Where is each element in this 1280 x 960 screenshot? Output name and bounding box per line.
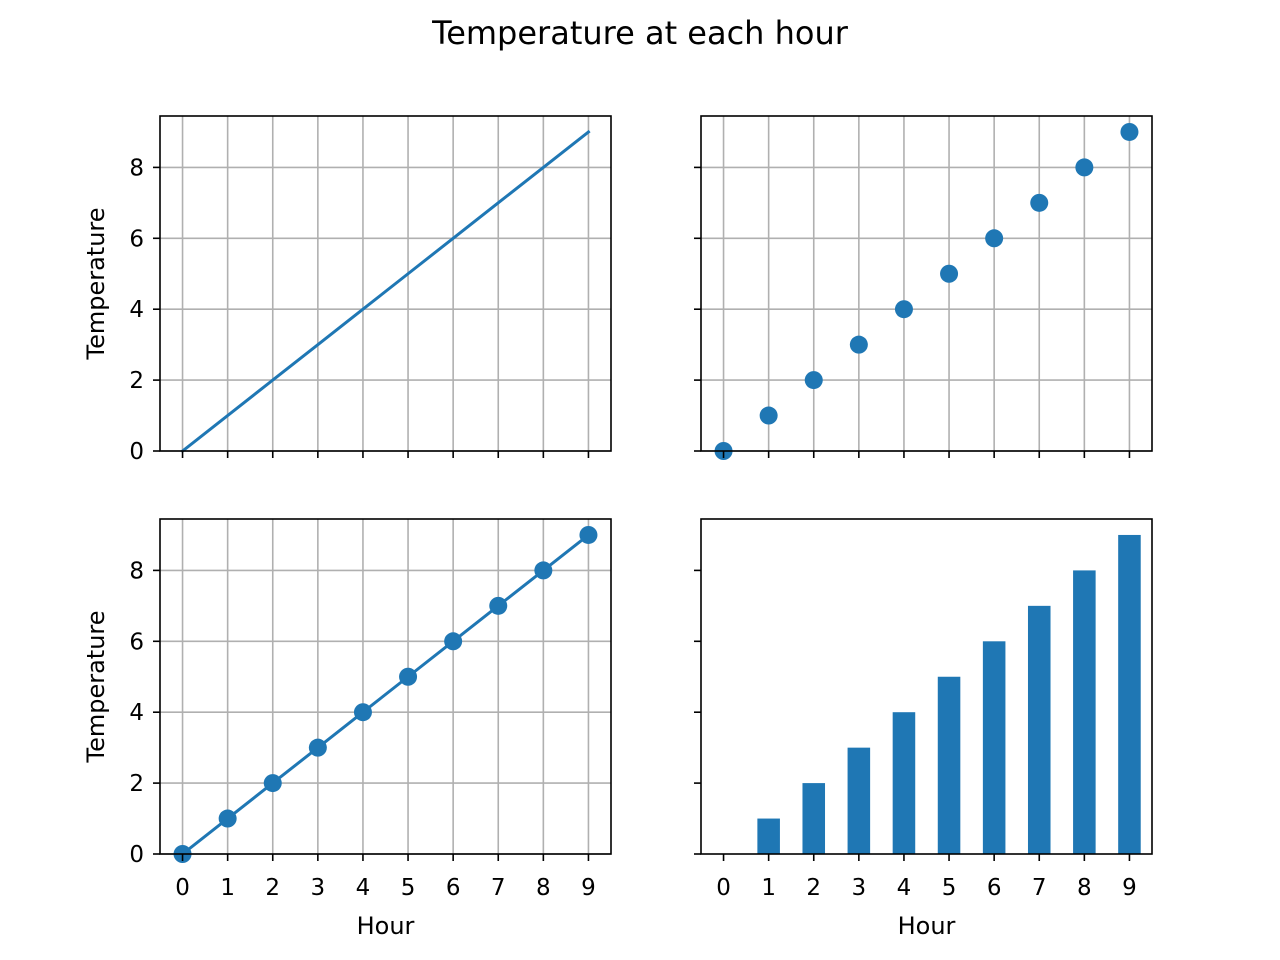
bar-hour-8 [1073, 570, 1096, 854]
x-tick-label: 8 [1077, 875, 1092, 901]
y-tick-label: 8 [129, 558, 144, 584]
point-hour-5 [399, 667, 418, 686]
point-hour-3 [308, 738, 327, 757]
x-tick-label: 9 [581, 875, 596, 901]
bar-hour-9 [1118, 534, 1141, 854]
point-hour-1 [218, 809, 237, 828]
y-tick-label: 2 [129, 771, 144, 797]
point-hour-9 [579, 525, 598, 544]
grid-lines [701, 116, 1152, 452]
x-tick-label: 6 [446, 875, 461, 901]
point-hour-7 [489, 596, 508, 615]
point-hour-3 [849, 335, 868, 354]
bar-hour-7 [1027, 605, 1051, 854]
y-tick-label: 6 [129, 226, 144, 252]
point-hour-4 [353, 703, 372, 722]
x-tick-label: 2 [806, 875, 821, 901]
y-tick-label: 0 [129, 842, 144, 868]
bar-hour-5 [937, 676, 961, 854]
bar-hour-6 [982, 641, 1006, 854]
y-tick-label: 2 [129, 368, 144, 394]
bar-hour-3 [847, 747, 871, 854]
point-hour-7 [1030, 193, 1049, 212]
y-axis [694, 569, 701, 855]
axes-frame [700, 115, 1153, 452]
y-axis-label: Temperature [82, 207, 110, 360]
x-axis: 0 1 2 3 4 5 6 7 8 9 [716, 854, 1137, 901]
subplot-top-left: 0 2 4 6 8 Temperature [82, 115, 612, 465]
x-tick-label: 2 [265, 875, 280, 901]
y-axis: 0 2 4 6 8 [129, 558, 160, 868]
x-tick-label: 7 [1032, 875, 1047, 901]
y-tick-label: 6 [129, 629, 144, 655]
point-hour-2 [263, 774, 282, 793]
axes-frame [700, 518, 1153, 855]
y-axis [694, 166, 701, 452]
bar-hour-1 [757, 818, 780, 854]
x-axis-label: Hour [357, 912, 415, 940]
y-tick-label: 4 [129, 700, 144, 726]
y-axis-label: Temperature [82, 610, 110, 763]
y-axis: 0 2 4 6 8 [129, 155, 160, 465]
point-hour-6 [985, 229, 1004, 248]
data-marks [757, 534, 1141, 854]
x-axis [181, 451, 590, 458]
figure-suptitle: Temperature at each hour [431, 14, 849, 52]
x-axis [722, 451, 1131, 458]
point-hour-5 [940, 264, 959, 283]
y-tick-label: 4 [129, 297, 144, 323]
point-hour-8 [1075, 158, 1094, 177]
point-hour-9 [1120, 122, 1139, 141]
y-tick-label: 8 [129, 155, 144, 181]
point-hour-1 [759, 406, 778, 425]
x-tick-label: 6 [987, 875, 1002, 901]
x-tick-label: 9 [1122, 875, 1137, 901]
axes-frame [159, 115, 612, 452]
x-tick-label: 4 [356, 875, 371, 901]
series-line [180, 129, 591, 454]
axes-frame [159, 518, 612, 855]
x-tick-label: 5 [401, 875, 416, 901]
subplot-bottom-right: 0 1 2 3 4 5 6 7 8 9 Hour [694, 518, 1153, 940]
subplot-bottom-left: 0 1 2 3 4 5 6 7 8 9 0 2 4 6 8 Hour Temperature [82, 518, 612, 940]
point-hour-6 [444, 632, 463, 651]
x-tick-label: 0 [716, 875, 731, 901]
x-axis-label: Hour [898, 912, 956, 940]
y-tick-label: 0 [129, 439, 144, 465]
data-marks [173, 525, 598, 863]
x-tick-label: 3 [852, 875, 867, 901]
bar-hour-4 [892, 712, 916, 854]
x-tick-label: 8 [536, 875, 551, 901]
subplot-top-right [694, 115, 1153, 460]
x-tick-label: 1 [761, 875, 776, 901]
x-tick-label: 4 [897, 875, 912, 901]
x-tick-label: 5 [942, 875, 957, 901]
data-marks [180, 129, 591, 454]
point-hour-8 [534, 561, 553, 580]
data-marks [714, 122, 1139, 460]
bar-hour-2 [802, 783, 826, 854]
x-tick-label: 1 [220, 875, 235, 901]
subplot-grid: 0 2 4 6 8 Temperature 0 1 2 3 4 5 6 7 8 9 0 2 4 6 8 Hour Tempe… [82, 115, 1153, 940]
x-tick-label: 7 [491, 875, 506, 901]
x-axis: 0 1 2 3 4 5 6 7 8 9 [175, 854, 596, 901]
x-tick-label: 3 [311, 875, 326, 901]
point-hour-2 [804, 371, 823, 390]
x-tick-label: 0 [175, 875, 190, 901]
series-line [180, 532, 591, 857]
point-hour-4 [894, 300, 913, 319]
